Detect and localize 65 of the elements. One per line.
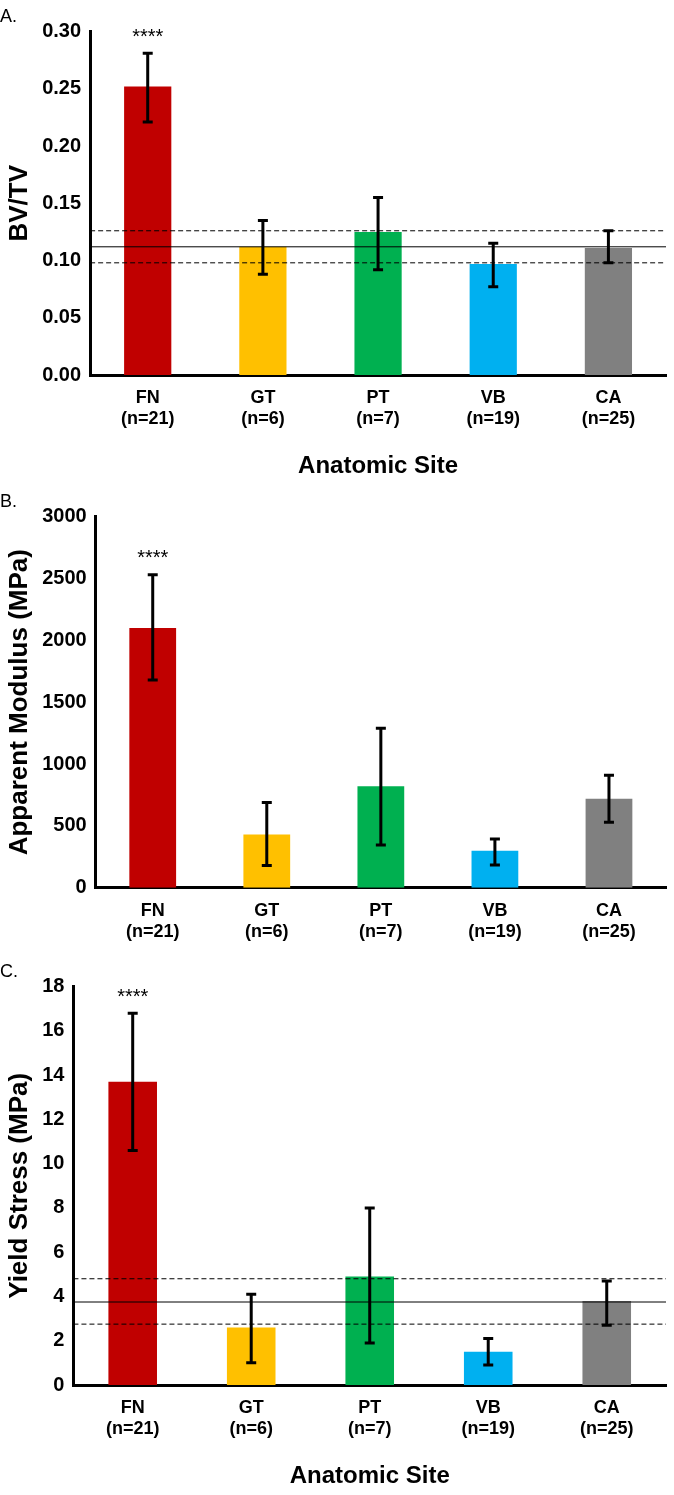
x-tick-label: GT (n=6) [229,1396,273,1439]
bar [463,1351,513,1385]
y-tick-label: 10 [42,1151,65,1174]
y-axis-title: BV/TV [2,164,33,242]
annotation: **** [137,546,169,569]
x-axis-title: Anatomic Site [289,1461,450,1489]
bar [585,798,633,888]
y-tick-label: 2 [53,1328,65,1351]
y-tick-label: 0.05 [42,305,82,328]
x-tick-label: FN (n=21) [120,386,175,429]
y-tick-label: 0.20 [42,133,82,156]
y-tick-label: 2000 [42,627,87,650]
bar [129,627,177,888]
bar [469,263,517,375]
bar [471,850,519,888]
x-tick-label: GT (n=6) [245,899,289,942]
y-tick-label: 4 [53,1283,66,1306]
x-tick-label: CA (n=25) [582,899,636,942]
x-axis-title: Anatomic Site [298,451,459,479]
y-tick-label: 0.00 [42,362,82,385]
y-tick-label: 14 [42,1062,66,1085]
chart-title: C. [0,960,18,981]
x-tick-label: PT (n=7) [347,1396,392,1439]
y-tick-label: 1500 [42,689,87,712]
bar [584,247,633,375]
y-tick-label: 1000 [42,751,87,774]
x-tick-label: GT (n=6) [241,386,285,429]
x-tick-label: VB (n=19) [466,386,520,429]
y-tick-label: 0 [75,875,87,898]
x-tick-label: PT (n=7) [359,899,403,942]
bar [354,231,402,375]
x-tick-label: FN (n=21) [125,899,180,942]
x-tick-label: FN (n=21) [105,1396,160,1439]
y-tick-label: 0.10 [42,248,82,271]
x-tick-label: CA (n=25) [581,386,636,429]
y-tick-label: 500 [53,813,87,836]
y-tick-label: 12 [42,1106,65,1129]
y-tick-label: 0.30 [42,19,82,42]
x-tick-label: VB (n=19) [461,1396,515,1439]
y-tick-label: 3000 [42,504,87,527]
annotation: **** [132,24,164,47]
bar [582,1300,632,1385]
bar [243,834,291,888]
chart-title: A. [0,5,18,26]
annotation: **** [117,984,149,1007]
y-tick-label: 18 [42,974,65,997]
bar [239,246,287,375]
y-axis-title: Yield Stress (MPa) [2,1072,33,1299]
y-axis-title: Apparent Modulus (MPa) [2,549,33,856]
y-tick-label: 0 [53,1372,65,1395]
y-tick-label: 0.15 [42,190,82,213]
x-tick-label: VB (n=19) [468,899,522,942]
bar [108,1081,157,1385]
bar [345,1276,395,1385]
x-tick-label: CA (n=25) [579,1396,634,1439]
bar [357,786,405,888]
y-tick-label: 6 [53,1239,65,1262]
x-tick-label: PT (n=7) [356,386,400,429]
y-tick-label: 16 [42,1018,65,1041]
y-tick-label: 8 [53,1195,65,1218]
bar [226,1327,276,1385]
bar [124,86,172,375]
chart-title: B. [0,490,18,511]
y-tick-label: 2500 [42,565,87,588]
y-tick-label: 0.25 [42,76,82,99]
